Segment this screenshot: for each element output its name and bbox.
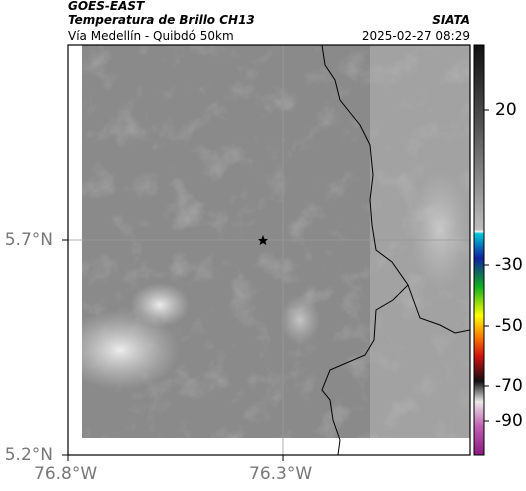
- lon-tick-label: 76.8°W: [34, 464, 98, 484]
- border-line: [321, 44, 409, 456]
- region: Vía Medellín - Quibdó 50km: [68, 29, 234, 43]
- timestamp: 2025-02-27 08:29: [361, 29, 470, 43]
- border-line: [407, 284, 471, 334]
- location-marker: [258, 235, 268, 245]
- colorbar-label: -50: [495, 316, 523, 336]
- lat-tick-label: 5.7°N: [4, 230, 53, 250]
- colorbar: [473, 44, 485, 456]
- product-title: Temperatura de Brillo CH13: [68, 13, 255, 27]
- colorbar-label: -70: [495, 376, 523, 396]
- colorbar-ticks: [484, 109, 489, 422]
- satellite-name: GOES-EAST: [68, 0, 145, 13]
- source: SIATA: [432, 13, 470, 27]
- satellite-image: [82, 45, 470, 438]
- colorbar-label: -30: [495, 255, 523, 275]
- lat-tick-label: 5.2°N: [4, 445, 53, 465]
- lon-tick-label: 76.3°W: [249, 464, 313, 484]
- colorbar-label: -90: [495, 411, 523, 431]
- map-frame: [67, 44, 471, 456]
- colorbar-label: 20: [495, 100, 517, 120]
